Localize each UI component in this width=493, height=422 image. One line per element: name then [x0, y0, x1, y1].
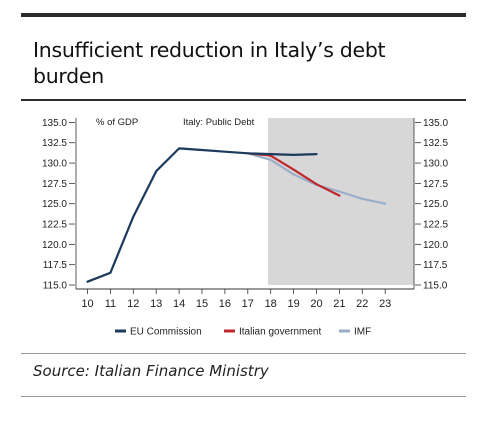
y-tick-label-left: 122.5	[42, 220, 67, 231]
y-tick-label-right: 125.0	[423, 199, 448, 210]
x-tick-label: 10	[81, 298, 93, 310]
footer-rule	[21, 396, 466, 397]
forecast-shading	[268, 118, 414, 285]
x-tick-label: 15	[196, 298, 208, 310]
y-tick-label-left: 125.0	[42, 199, 67, 210]
legend-label-italian-government: Italian government	[239, 327, 321, 338]
chart-title: Italy: Public Debt	[183, 117, 255, 128]
x-tick-label: 11	[105, 298, 116, 310]
x-tick-label: 23	[379, 298, 391, 310]
y-axis-label: % of GDP	[96, 117, 138, 128]
x-tick-label: 16	[219, 298, 231, 310]
x-tick-label: 21	[333, 298, 345, 310]
y-tick-label-right: 132.5	[423, 138, 448, 149]
legend-label-imf: IMF	[354, 327, 371, 338]
y-ticks-left: 115.0 117.5 120.0 122.5 125.0 127.5 130.0 132.5…	[42, 118, 75, 292]
x-tick-label: 19	[287, 298, 299, 310]
x-tick-label: 13	[150, 298, 162, 310]
headline: Insufficient reduction in Italy’s debt b…	[33, 38, 386, 88]
y-tick-label-right: 130.0	[423, 159, 448, 170]
y-tick-label-right: 122.5	[423, 220, 448, 231]
source-rule	[21, 353, 466, 354]
y-tick-label-right: 127.5	[423, 179, 448, 190]
y-tick-label-right: 115.0	[423, 281, 448, 292]
x-tick-label: 22	[356, 298, 368, 310]
y-tick-label-right: 117.5	[423, 260, 448, 271]
x-tick-label: 20	[310, 298, 322, 310]
legend: EU Commission Italian government IMF	[115, 327, 371, 338]
source-note: Source: Italian Finance Ministry	[33, 362, 269, 380]
y-tick-label-left: 130.0	[42, 159, 67, 170]
y-tick-label-left: 132.5	[42, 138, 67, 149]
headline-rule	[21, 99, 466, 101]
series-lines	[86, 147, 387, 283]
y-tick-label-left: 115.0	[43, 281, 68, 292]
y-tick-label-left: 127.5	[42, 179, 67, 190]
x-tick-label: 18	[265, 298, 277, 310]
legend-label-eu-commission: EU Commission	[130, 327, 202, 338]
y-tick-label-left: 117.5	[43, 260, 68, 271]
x-ticks: 10 11 12 13 14 15 16 17 18 19 20 21 22 23	[81, 289, 391, 310]
y-tick-label-right: 135.0	[423, 118, 448, 129]
y-ticks-right: 115.0 117.5 120.0 122.5 125.0 127.5 130.0 132.5…	[415, 118, 448, 292]
y-tick-label-left: 120.0	[42, 240, 67, 251]
x-tick-label: 14	[173, 298, 185, 310]
y-tick-label-left: 135.0	[42, 118, 67, 129]
x-tick-label: 12	[127, 298, 139, 310]
series-line-eu-commission	[86, 147, 318, 283]
header-rule	[21, 13, 466, 17]
y-tick-label-right: 120.0	[423, 240, 448, 251]
x-tick-label: 17	[242, 298, 254, 310]
